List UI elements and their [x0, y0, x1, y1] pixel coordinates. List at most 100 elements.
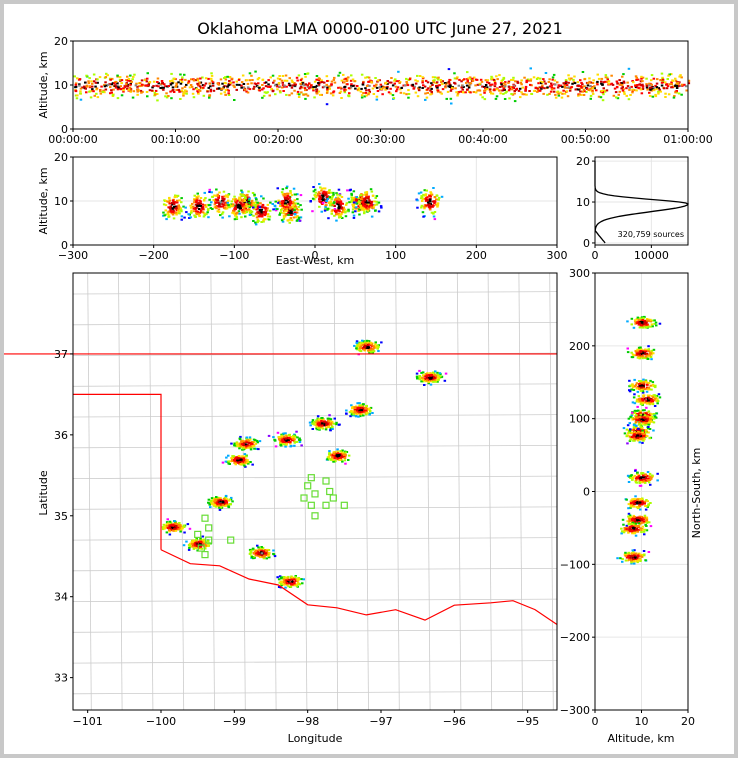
ew-height-source: [296, 202, 300, 205]
time-height-source: [613, 87, 617, 90]
ew-height-source: [243, 208, 246, 211]
time-height-source: [478, 82, 482, 85]
plan-view-source: [240, 443, 244, 446]
ns-height-source: [634, 524, 638, 527]
plan-view-source: [324, 421, 327, 424]
ew-height-source: [242, 206, 245, 209]
plan-view-source: [341, 452, 344, 455]
ew-height-source: [367, 202, 370, 205]
ew-height-source: [178, 199, 181, 202]
ew-height-source: [346, 209, 349, 212]
time-height-source: [102, 89, 105, 92]
time-height-source: [208, 82, 211, 85]
plan-view-source: [380, 341, 383, 344]
time-height-source: [508, 97, 511, 100]
time-height-source: [668, 73, 671, 76]
ew-height-source: [245, 211, 249, 214]
ew-height-source: [168, 207, 172, 210]
ew-height-source: [420, 204, 424, 207]
ns-height-source: [646, 471, 650, 473]
lma-station-marker: [227, 536, 235, 544]
ew-height-source: [256, 220, 260, 222]
ns-height-source: [626, 520, 629, 523]
plan-view-source: [292, 440, 296, 442]
ew-height-source: [337, 188, 341, 191]
ew-height-source: [363, 211, 366, 214]
time-height-source: [343, 81, 346, 84]
time-height-source: [181, 87, 184, 90]
time-height-source: [439, 79, 443, 81]
time-height-source: [502, 76, 506, 79]
time-height-source: [583, 78, 586, 81]
time-height-source: [458, 78, 461, 81]
plan-view-source: [291, 582, 294, 585]
lma-station-marker: [194, 530, 202, 539]
time-height-source: [184, 89, 187, 92]
time-height-source: [639, 84, 642, 87]
plan-view-source: [329, 418, 333, 421]
plan-view-source: [422, 380, 425, 383]
plan-view-source: [429, 372, 432, 375]
time-height-source: [363, 95, 367, 98]
time-height-source: [627, 67, 631, 70]
ew-tick-label: 100: [385, 249, 406, 262]
ew-height-source: [231, 205, 234, 208]
time-height-source: [395, 80, 398, 83]
plan-view-source: [277, 578, 281, 581]
ew-height-source: [420, 195, 423, 198]
time-height-source: [529, 79, 532, 82]
county-line: [241, 272, 246, 711]
ew-height-source: [336, 193, 339, 196]
lma-stations: [194, 474, 348, 559]
time-height-source: [520, 83, 523, 86]
lma-station-marker: [205, 524, 213, 532]
time-height-source: [126, 79, 130, 82]
plan-view-source: [229, 498, 233, 501]
time-height-source: [491, 77, 494, 80]
time-height-source: [476, 83, 480, 86]
time-height-source: [579, 90, 582, 93]
time-height-source: [84, 81, 87, 84]
time-height-source: [548, 78, 551, 81]
time-height-source: [645, 77, 648, 80]
ns-height-source: [632, 552, 635, 555]
time-height-source: [257, 77, 261, 79]
time-height-source: [511, 86, 515, 89]
plan-view-source: [430, 380, 433, 383]
time-height-source: [407, 93, 411, 95]
time-height-source: [500, 79, 503, 82]
ns-height-source: [628, 557, 632, 560]
time-height-source: [403, 84, 407, 87]
time-height-source: [441, 80, 444, 83]
ew-height-source: [361, 206, 364, 209]
time-height-source: [90, 89, 94, 92]
plan-view-source: [238, 460, 241, 463]
ew-height-source: [355, 202, 359, 205]
ew-height-source: [374, 197, 377, 199]
plan-view-source: [289, 442, 292, 445]
time-height-source: [547, 81, 551, 83]
ew-height-source: [296, 198, 299, 201]
plan-view-source: [249, 438, 252, 441]
time-height-source: [628, 86, 631, 89]
plan-view-source: [295, 430, 298, 433]
time-height-source: [277, 82, 281, 84]
plan-view-source: [363, 406, 367, 409]
time-height-source: [299, 79, 303, 82]
time-height-source: [611, 83, 615, 86]
lma-station-marker: [340, 501, 348, 509]
plan-view-source: [329, 458, 333, 461]
time-height-source: [661, 78, 665, 81]
time-height-source: [513, 100, 517, 103]
plan-view-source: [329, 423, 333, 426]
time-height-source: [122, 90, 125, 93]
ew-height-source: [183, 216, 186, 219]
time-height-source: [622, 73, 625, 76]
ew-height-source: [352, 199, 355, 202]
ew-height-source: [366, 208, 369, 210]
plan-view-source: [260, 552, 264, 555]
time-height-source: [261, 88, 264, 91]
time-height-source: [632, 89, 636, 92]
plan-view-source: [242, 457, 246, 460]
ew-height-source: [424, 197, 428, 200]
